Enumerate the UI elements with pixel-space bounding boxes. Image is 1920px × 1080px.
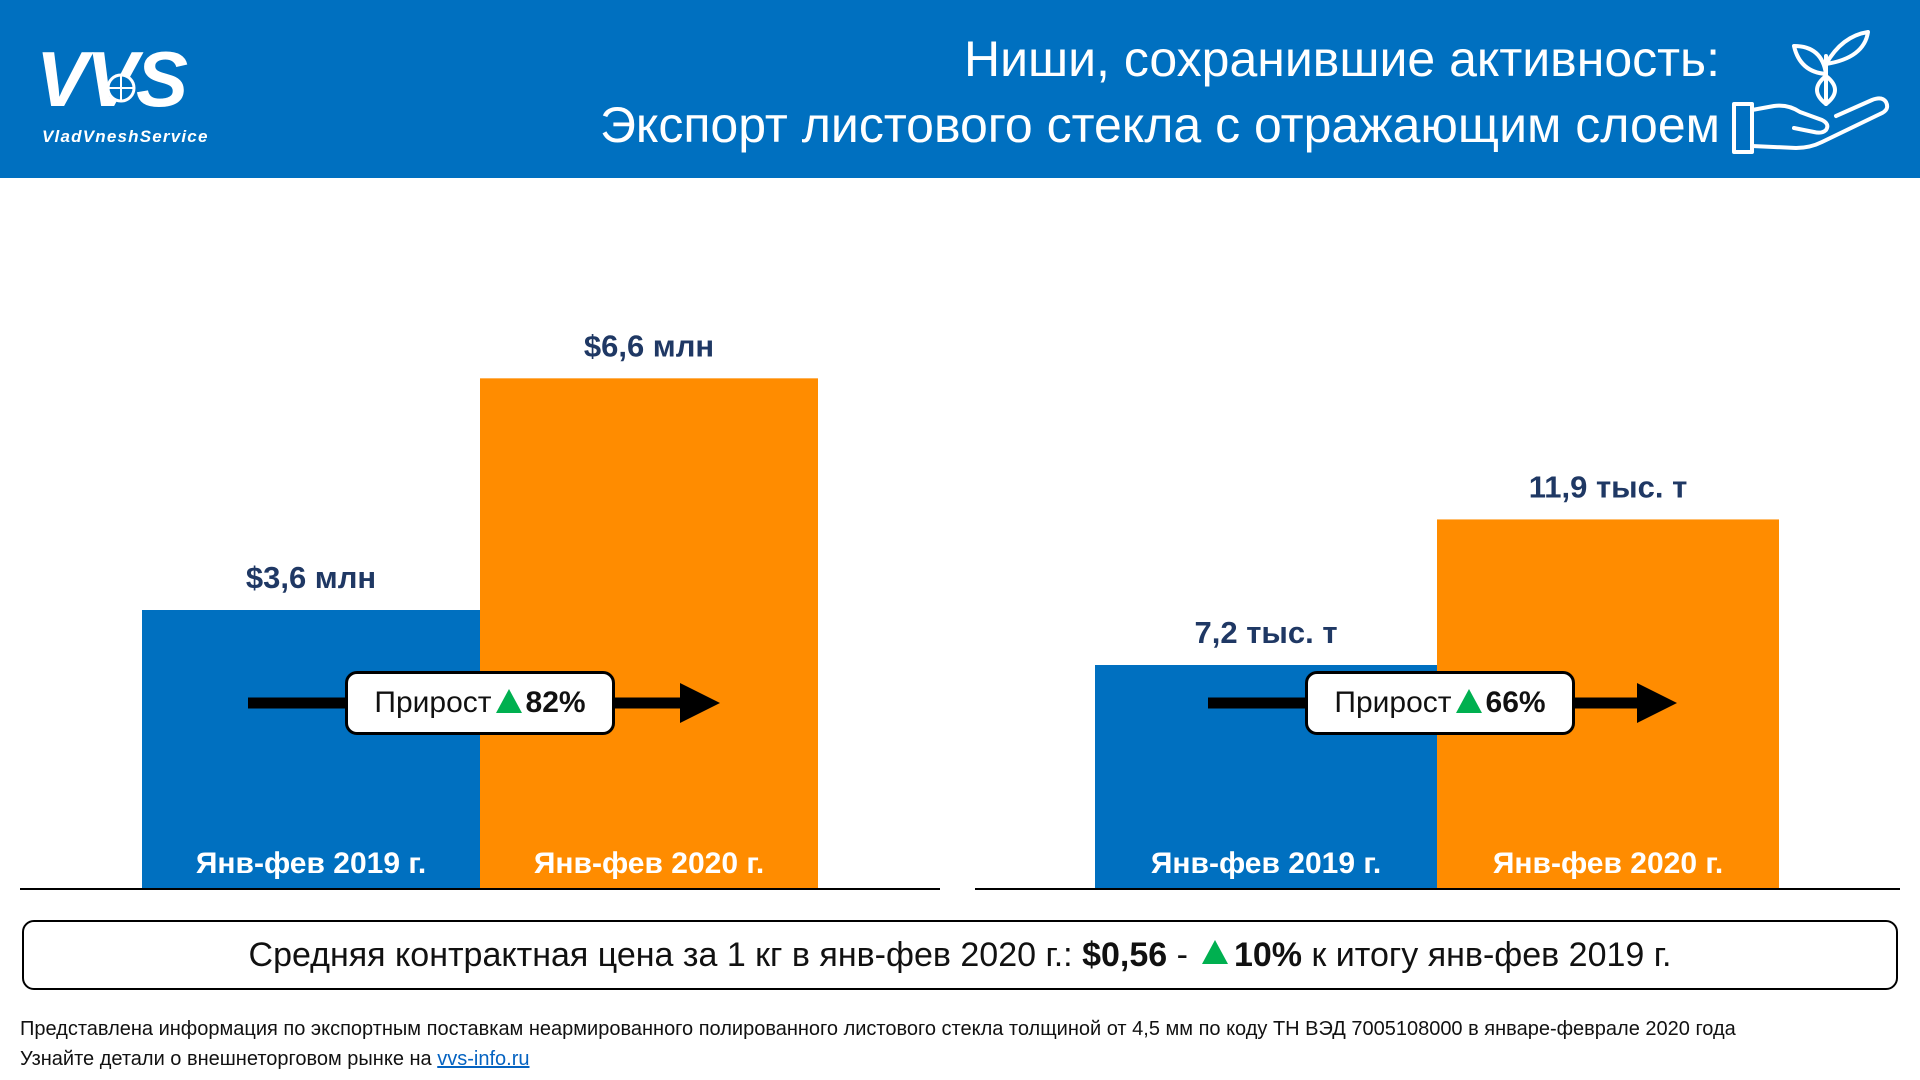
hand-with-plant-icon [1732, 30, 1890, 154]
average-price-summary: Средняя контрактная цена за 1 кг в янв-ф… [22, 920, 1898, 990]
category-label: Янв-фев 2020 г. [1493, 847, 1723, 880]
title-line-2: Экспорт листового стекла с отражающим сл… [599, 97, 1720, 153]
growth-label: Прирост [1334, 686, 1452, 719]
category-label: Янв-фев 2019 г. [1151, 847, 1381, 880]
growth-badge: Прирост 66% [1305, 671, 1575, 735]
growth-value: 66% [1485, 686, 1546, 719]
footnote: Представлена информация по экспортным по… [20, 1014, 1736, 1074]
arrow-right-icon [680, 683, 720, 723]
price-value: $0,56 [1082, 935, 1168, 974]
price-separator: - [1176, 935, 1188, 974]
logo-subtext: VladVneshService [42, 127, 209, 146]
footnote-text: Представлена информация по экспортным по… [20, 1018, 1736, 1040]
category-label: Янв-фев 2020 г. [534, 847, 764, 880]
growth-label: Прирост [374, 686, 492, 719]
header-banner: VVS VladVneshService Ниши, сохранившие а… [0, 0, 1920, 178]
value-label: 11,9 тыс. т [1529, 469, 1688, 504]
arrow-right-icon [1637, 683, 1677, 723]
bar-2020 [480, 378, 818, 888]
chart-export-value: $3,6 млн Янв-фев 2019 г. $6,6 млн Янв-фев 2… [20, 178, 940, 898]
vvs-info-link[interactable]: vvs-info.ru [437, 1048, 530, 1070]
chart-export-value-svg: $3,6 млн Янв-фев 2019 г. $6,6 млн Янв-фев 2… [20, 328, 940, 890]
category-label: Янв-фев 2019 г. [196, 847, 426, 880]
price-text-before: Средняя контрактная цена за 1 кг в янв-ф… [248, 935, 1073, 974]
title-line-1: Ниши, сохранившие активность: [963, 31, 1720, 87]
footnote-link-line: Узнайте детали о внешнеторговом рынке на… [20, 1044, 1736, 1074]
up-triangle-icon [1201, 940, 1228, 964]
growth-value: 82% [525, 686, 586, 719]
bar-2019 [142, 610, 480, 888]
growth-badge: Прирост 82% [345, 671, 615, 735]
page-title: Ниши, сохранившие активность: Экспорт ли… [600, 26, 1720, 158]
value-label: 7,2 тыс. т [1194, 615, 1337, 650]
value-label: $3,6 млн [246, 560, 376, 595]
footnote-link-prefix: Узнайте детали о внешнеторговом рынке на [20, 1048, 432, 1070]
chart-export-volume: 7,2 тыс. т Янв-фев 2019 г. 11,9 тыс. т Янв-… [975, 178, 1900, 898]
value-label: $6,6 млн [584, 328, 714, 363]
up-triangle-icon [1455, 689, 1482, 713]
price-change: 10% [1233, 935, 1302, 974]
up-triangle-icon [495, 689, 522, 713]
vvs-logo: VVS VladVneshService [36, 38, 209, 146]
chart-export-volume-svg: 7,2 тыс. т Янв-фев 2019 г. 11,9 тыс. т Янв-… [975, 469, 1900, 890]
price-text-after: к итогу янв-фев 2019 г. [1311, 935, 1672, 974]
